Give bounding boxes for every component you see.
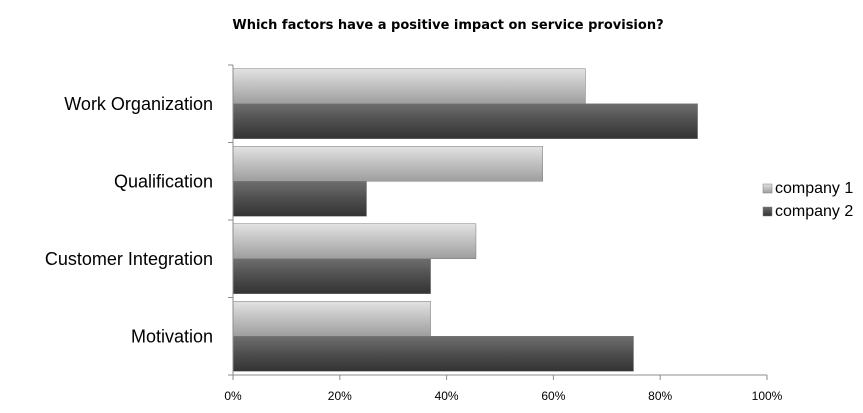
legend-label-company-1: company 1: [775, 180, 853, 197]
x-tick-label: 20%: [328, 389, 352, 403]
bar-company-2-motivation: [232, 336, 634, 372]
legend-swatch-company-1: [762, 183, 773, 194]
bars: [232, 68, 698, 372]
x-tick-label: 40%: [435, 389, 459, 403]
bar-company-2-qualification: [232, 181, 367, 217]
legend-label-company-2: company 2: [775, 203, 853, 220]
x-tick-label: 80%: [648, 389, 672, 403]
x-axis-ticks: 0% 20% 40% 60% 80% 100%: [224, 389, 782, 403]
bar-company-1-motivation: [232, 301, 431, 337]
category-label: Motivation: [131, 326, 213, 346]
bar-company-1-work-organization: [232, 68, 586, 104]
x-tick-label: 60%: [541, 389, 565, 403]
bar-company-2-work-organization: [232, 103, 698, 139]
legend-swatch-company-2: [762, 206, 773, 217]
category-label: Customer Integration: [45, 249, 213, 269]
legend: company 1 company 2: [762, 180, 853, 220]
chart-title: Which factors have a positive impact on …: [232, 18, 663, 33]
bar-company-2-customer-integration: [232, 258, 431, 294]
bar-company-1-qualification: [232, 146, 543, 182]
category-label: Work Organization: [64, 94, 213, 114]
category-label: Qualification: [114, 171, 213, 191]
x-tick-label: 0%: [224, 389, 242, 403]
x-tick-label: 100%: [752, 389, 783, 403]
bar-company-1-customer-integration: [232, 223, 477, 259]
axes: [228, 64, 768, 380]
y-axis-labels: Work Organization Qualification Customer I…: [45, 94, 213, 347]
